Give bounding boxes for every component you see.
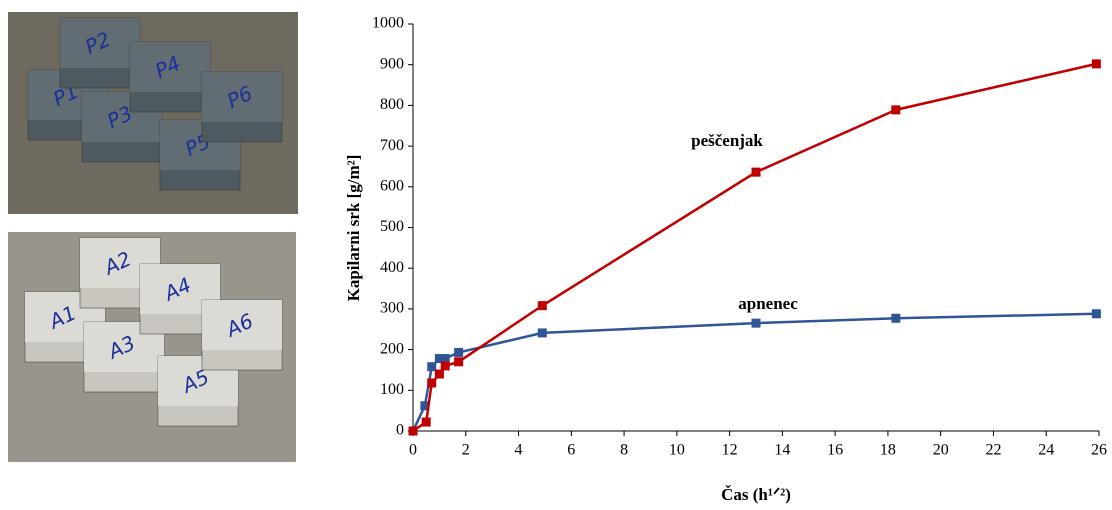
marker [537,328,547,338]
marker [420,401,430,411]
series-line [411,312,1097,432]
x-tick-label: 0 [409,442,417,459]
cube-top [202,72,282,122]
y-tick-label: 100 [380,381,404,398]
x-tick-label: 18 [880,442,896,459]
x-axis-label: Čas (h¹ᐟ²) [721,485,791,504]
x-tick-label: 24 [1038,442,1054,459]
marker [421,417,431,427]
marker [454,347,464,357]
marker [408,426,418,436]
cube-top [130,42,210,92]
y-tick-label: 600 [380,177,404,194]
x-tick-label: 4 [515,442,523,459]
marker [1091,59,1101,69]
y-tick-label: 400 [380,259,404,276]
x-tick-label: 10 [669,442,685,459]
x-tick-label: 6 [567,442,575,459]
cube-top [60,18,140,68]
x-tick-label: 26 [1091,442,1107,459]
y-tick-label: 1000 [372,15,404,32]
y-tick-label: 0 [396,422,404,439]
x-tick-label: 22 [985,442,1001,459]
x-tick-label: 2 [462,442,470,459]
marker [427,362,437,372]
marker [440,354,450,364]
marker [454,357,464,367]
marker [751,318,761,328]
marker [427,378,437,388]
y-tick-label: 800 [380,96,404,113]
y-tick-label: 300 [380,300,404,317]
y-tick-label: 900 [380,55,404,72]
series-line [412,62,1097,433]
series-label: peščenjak [691,131,763,150]
marker [891,313,901,323]
y-axis-label: Kapilarni srk [g/m²] [344,155,363,302]
y-tick-label: 200 [380,340,404,357]
series-label: apnenec [738,294,798,313]
marker [891,105,901,115]
marker [751,167,761,177]
marker [434,369,444,379]
marker [434,354,444,364]
x-tick-label: 14 [774,442,790,459]
marker [440,361,450,371]
marker [537,301,547,311]
x-tick-label: 16 [827,442,843,459]
y-tick-label: 700 [380,137,404,154]
cube-top [202,300,282,350]
x-tick-label: 20 [933,442,949,459]
x-tick-label: 12 [722,442,738,459]
y-tick-label: 500 [380,218,404,235]
x-tick-label: 8 [620,442,628,459]
plot: Kapilarni srk [g/m²] Čas (h¹ᐟ²) [344,155,791,504]
marker [1091,309,1101,319]
